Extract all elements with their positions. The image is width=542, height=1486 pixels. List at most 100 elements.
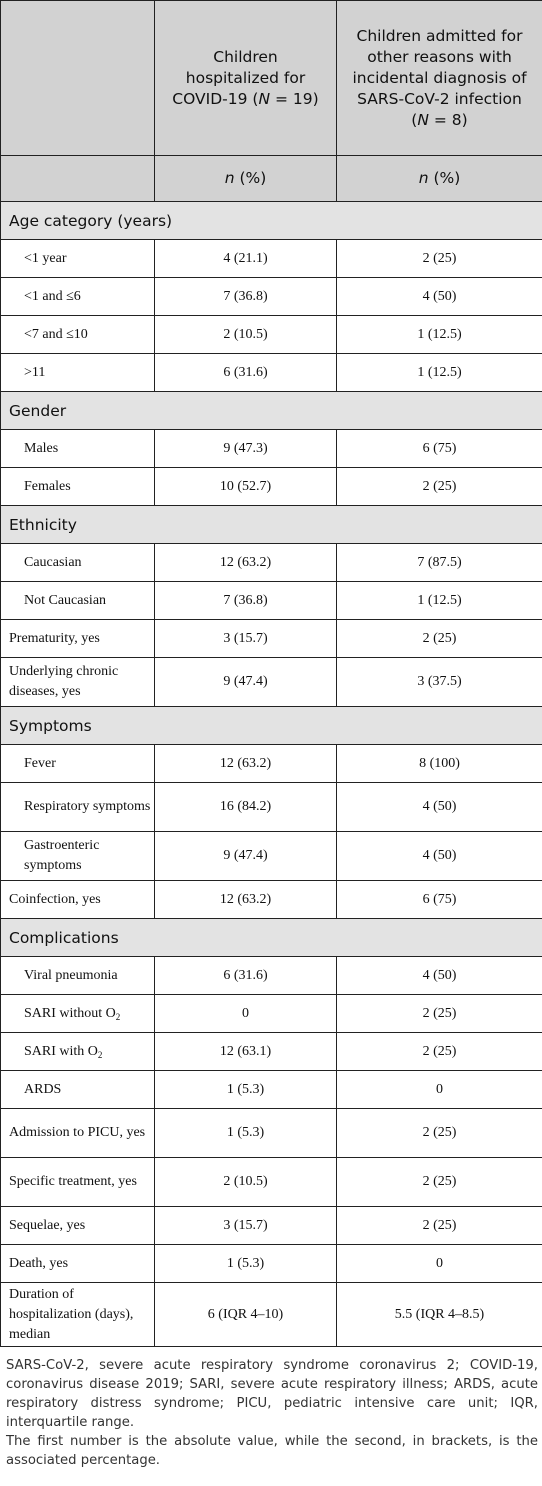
row-label: ARDS <box>0 1070 155 1109</box>
row-label: Admission to PICU, yes <box>0 1108 155 1158</box>
row-label-text: Viral pneumonia <box>24 967 118 983</box>
incidental-value-cell: 3 (37.5) <box>336 657 542 707</box>
row-label: Prematurity, yes <box>0 619 155 658</box>
data-table: Children hospitalized for COVID-19 (N = … <box>0 0 542 1347</box>
incidental-value-cell: 2 (25) <box>336 994 542 1033</box>
incidental-value-cell: 5.5 (IQR 4–8.5) <box>336 1282 542 1347</box>
row-label: <1 and ≤6 <box>0 277 155 316</box>
covid-value-cell: 12 (63.1) <box>154 1032 337 1071</box>
header-row: Children hospitalized for COVID-19 (N = … <box>0 0 542 156</box>
table-row: ARDS 1 (5.3) 0 <box>0 1070 542 1109</box>
row-label-text: Prematurity, yes <box>9 630 100 646</box>
row-label: Underlying chronic diseases, yes <box>0 657 155 707</box>
category-label: Ethnicity <box>0 505 542 544</box>
table-footnote: SARS-CoV-2, severe acute respiratory syn… <box>6 1356 538 1470</box>
incidental-value-cell: 4 (50) <box>336 831 542 881</box>
covid-value-cell: 9 (47.3) <box>154 429 337 468</box>
subheader-row: n (%) n (%) <box>0 155 542 202</box>
covid-value-cell: 9 (47.4) <box>154 831 337 881</box>
category-label: Symptoms <box>0 706 542 745</box>
row-label-text: SARI without O <box>24 1005 116 1021</box>
row-label: <1 year <box>0 239 155 278</box>
covid-value-cell: 3 (15.7) <box>154 619 337 658</box>
row-label: Sequelae, yes <box>0 1206 155 1245</box>
row-label-text: <7 and ≤10 <box>24 326 88 342</box>
header-covid-line1: Children <box>213 47 278 66</box>
header-incidental-group: Children admitted for other reasons with… <box>336 0 542 156</box>
header-incidental-line2: other reasons with <box>367 47 512 66</box>
subheader-incidental: n (%) <box>336 155 542 202</box>
covid-value-cell: 4 (21.1) <box>154 239 337 278</box>
table-row: Viral pneumonia 6 (31.6) 4 (50) <box>0 956 542 995</box>
table-row: Respiratory symptoms 16 (84.2) 4 (50) <box>0 782 542 832</box>
incidental-value-cell: 6 (75) <box>336 880 542 919</box>
header-incidental-n: N <box>417 110 429 129</box>
row-label: Death, yes <box>0 1244 155 1283</box>
incidental-value-cell: 4 (50) <box>336 956 542 995</box>
table-row: SARI with O2 12 (63.1) 2 (25) <box>0 1032 542 1071</box>
incidental-value-cell: 7 (87.5) <box>336 543 542 582</box>
row-label: Viral pneumonia <box>0 956 155 995</box>
row-label-text: Respiratory symptoms <box>24 799 151 814</box>
row-label-text: Sequelae, yes <box>9 1217 86 1233</box>
row-label: Gastroenteric symptoms <box>0 831 155 881</box>
header-covid-line3-b: = 19) <box>270 89 319 108</box>
row-label: Respiratory symptoms <box>0 782 155 832</box>
covid-value-cell: 12 (63.2) <box>154 880 337 919</box>
header-covid-line2: hospitalized for <box>185 68 306 87</box>
covid-value-cell: 6 (31.6) <box>154 956 337 995</box>
category-label: Gender <box>0 391 542 430</box>
header-covid-line3-a: COVID-19 ( <box>172 89 259 108</box>
row-label: <7 and ≤10 <box>0 315 155 354</box>
incidental-value-cell: 1 (12.5) <box>336 315 542 354</box>
row-label: Duration of hospitalization (days), medi… <box>0 1282 155 1347</box>
incidental-value-cell: 2 (25) <box>336 1032 542 1071</box>
row-label-text: Admission to PICU, yes <box>9 1125 146 1140</box>
covid-value-cell: 7 (36.8) <box>154 581 337 620</box>
subheader-covid: n (%) <box>154 155 337 202</box>
subheader-incidental-n: n <box>418 169 429 187</box>
category-label: Age category (years) <box>0 201 542 240</box>
table-row: Coinfection, yes 12 (63.2) 6 (75) <box>0 880 542 919</box>
header-incidental-line5: (N = 8) <box>337 110 542 131</box>
header-covid-line3: COVID-19 (N = 19) <box>155 89 336 110</box>
table-row: Sequelae, yes 3 (15.7) 2 (25) <box>0 1206 542 1245</box>
table-row: <1 year 4 (21.1) 2 (25) <box>0 239 542 278</box>
row-label-subscript: 2 <box>115 1011 121 1022</box>
row-label-text: Gastroenteric symptoms <box>24 838 100 873</box>
row-label: Caucasian <box>0 543 155 582</box>
row-label-text: Caucasian <box>24 554 82 570</box>
header-covid-n: N <box>258 89 271 108</box>
covid-value-cell: 12 (63.2) <box>154 744 337 783</box>
row-label-text: Death, yes <box>9 1255 69 1271</box>
row-label-text: Specific treatment, yes <box>9 1174 137 1189</box>
table-row: Duration of hospitalization (days), medi… <box>0 1282 542 1347</box>
table-row: >11 6 (31.6) 1 (12.5) <box>0 353 542 392</box>
row-label-text: Underlying chronic diseases, yes <box>9 664 119 699</box>
covid-value-cell: 7 (36.8) <box>154 277 337 316</box>
incidental-value-cell: 4 (50) <box>336 277 542 316</box>
covid-value-cell: 16 (84.2) <box>154 782 337 832</box>
subheader-incidental-pct: (%) <box>428 169 461 187</box>
covid-value-cell: 10 (52.7) <box>154 467 337 506</box>
row-label: Fever <box>0 744 155 783</box>
row-label-text: <1 and ≤6 <box>24 288 81 304</box>
footnote-abbreviations: SARS-CoV-2, severe acute respiratory syn… <box>6 1358 538 1430</box>
incidental-value-cell: 2 (25) <box>336 467 542 506</box>
row-label-text: Coinfection, yes <box>9 891 101 907</box>
incidental-value-cell: 0 <box>336 1070 542 1109</box>
table-row: SARI without O2 0 2 (25) <box>0 994 542 1033</box>
table-row: Caucasian 12 (63.2) 7 (87.5) <box>0 543 542 582</box>
subheader-empty-cell <box>0 155 155 202</box>
row-label-text: <1 year <box>24 250 67 266</box>
table-row: Death, yes 1 (5.3) 0 <box>0 1244 542 1283</box>
row-label: SARI with O2 <box>0 1032 155 1071</box>
incidental-value-cell: 2 (25) <box>336 239 542 278</box>
row-label-text: Females <box>24 478 71 494</box>
row-label: Specific treatment, yes <box>0 1157 155 1207</box>
row-label-text: SARI with O <box>24 1043 98 1059</box>
row-label: Not Caucasian <box>0 581 155 620</box>
incidental-value-cell: 1 (12.5) <box>336 353 542 392</box>
covid-value-cell: 9 (47.4) <box>154 657 337 707</box>
category-row: Age category (years) <box>0 201 542 240</box>
